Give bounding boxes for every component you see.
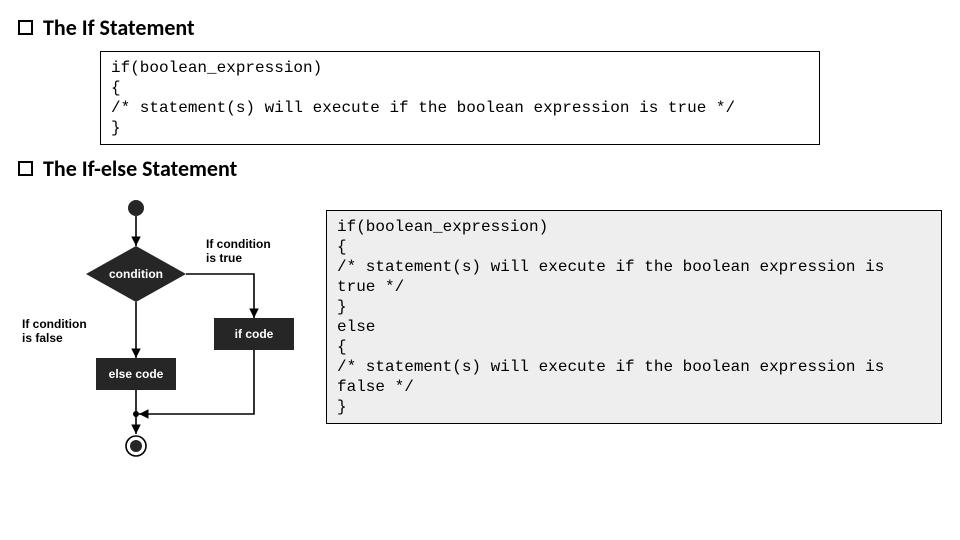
heading-if: The If Statement	[18, 14, 942, 41]
svg-text:condition: condition	[109, 267, 163, 281]
heading-ifelse-text: The If-else Statement	[43, 155, 237, 182]
code-if: if(boolean_expression) { /* statement(s)…	[100, 51, 820, 145]
bullet-icon	[18, 161, 33, 176]
bullet-icon	[18, 20, 33, 35]
heading-ifelse: The If-else Statement	[18, 155, 942, 182]
code-ifelse: if(boolean_expression) { /* statement(s)…	[326, 210, 942, 424]
svg-text:is true: is true	[206, 251, 242, 265]
flowchart-ifelse: conditionif codeelse codeIf conditionis …	[18, 194, 308, 464]
svg-text:is false: is false	[22, 331, 63, 345]
svg-text:If condition: If condition	[22, 317, 87, 331]
svg-text:If condition: If condition	[206, 237, 271, 251]
svg-text:if code: if code	[235, 327, 274, 341]
svg-text:else code: else code	[109, 367, 164, 381]
heading-if-text: The If Statement	[43, 14, 195, 41]
